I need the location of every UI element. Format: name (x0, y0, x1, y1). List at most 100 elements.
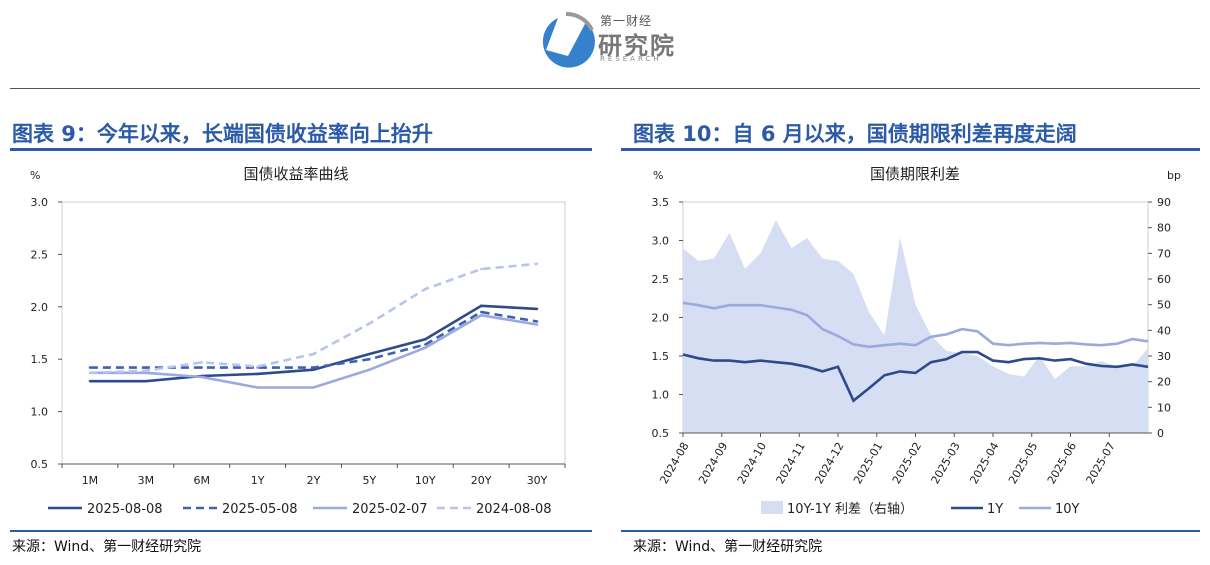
legend-label: 2025-05-08 (222, 502, 298, 517)
data-point (479, 313, 483, 317)
y-right-tick-label: 10 (1157, 401, 1171, 414)
figure-left-source: 来源：Wind、第一财经研究院 (12, 539, 202, 555)
data-point (424, 343, 427, 346)
y-left-tick-label: 1.5 (652, 350, 670, 363)
x-tick-label: 5Y (363, 474, 377, 487)
figure-right-source-rule (621, 530, 1200, 532)
x-tick-label: 2025-03 (929, 440, 963, 486)
y-right-tick-label: 90 (1157, 196, 1171, 209)
data-point (256, 365, 259, 368)
y-tick-label: 0.5 (31, 458, 49, 471)
y-tick-label: 1.0 (31, 406, 49, 419)
data-point (256, 372, 259, 376)
x-tick-label: 2024-11 (774, 440, 808, 486)
data-point (368, 358, 371, 361)
logo-emblem-icon (542, 18, 595, 68)
y-axis-label-right: bp (1167, 169, 1181, 182)
data-point (200, 375, 203, 379)
logo-name-sub: RESEARCH (600, 55, 662, 63)
y-left-tick-label: 2.5 (652, 273, 670, 286)
logo (542, 11, 595, 68)
y-left-tick-label: 3.5 (652, 196, 670, 209)
y-axis-label: % (30, 169, 40, 182)
data-point (479, 267, 483, 271)
data-point (88, 366, 92, 369)
series-line-2024-08-08 (89, 262, 538, 375)
legend-label: 10Y (1055, 502, 1080, 517)
data-point (200, 366, 203, 369)
data-point (368, 368, 371, 371)
figure-left-source-rule (10, 530, 592, 532)
x-tick-label: 3M (138, 474, 155, 487)
data-point (312, 352, 315, 356)
x-tick-label: 2024-10 (735, 440, 769, 486)
data-point (312, 368, 315, 371)
x-tick-label: 2025-05 (1006, 440, 1040, 486)
x-tick-label: 2025-04 (967, 440, 1001, 486)
data-point (479, 310, 483, 314)
x-tick-label: 2024-12 (812, 440, 846, 486)
y-left-tick-label: 0.5 (652, 427, 670, 440)
y-right-tick-label: 70 (1157, 247, 1171, 260)
legend-label: 1Y (987, 502, 1003, 517)
y-left-tick-label: 1.0 (652, 389, 670, 402)
x-tick-label: 20Y (471, 474, 492, 487)
logo-name-main: 研究院 (598, 32, 676, 60)
x-tick-label: 6M (193, 474, 210, 487)
figure-right-title-rule (621, 148, 1200, 151)
x-tick-label: 2025-06 (1045, 440, 1079, 486)
series-line-2025-02-07 (89, 313, 538, 389)
data-point (535, 307, 539, 311)
data-point (144, 371, 148, 375)
data-point (312, 366, 315, 369)
figure-left-title: 图表 9：今年以来，长端国债收益率向上抬升 (12, 122, 433, 146)
yield-curve-chart: 国债收益率曲线 % 0.5 1.0 1.5 2.0 2.5 3.0 1M 3M 6M 1Y 2Y 5Y… (30, 165, 566, 517)
series-line-1Y (682, 350, 1149, 403)
x-tick-label: 2025-01 (851, 440, 885, 486)
legend-swatch (761, 501, 783, 514)
x-tick-label: 2024-08 (657, 440, 691, 486)
spread-area (683, 220, 1148, 433)
legend-label: 10Y-1Y 利差（右轴） (787, 502, 913, 517)
data-point (479, 304, 483, 307)
plot-area-frame (61, 201, 566, 465)
data-point (368, 322, 371, 325)
logo-name-small: 第一财经 (600, 14, 653, 28)
y-axis-label-left: % (653, 169, 663, 182)
y-right-tick-label: 40 (1157, 324, 1171, 337)
data-point (535, 320, 539, 323)
term-spread-chart: 国债期限利差 % bp 0.5 1.0 1.5 2.0 2.5 3.0 3.5 0 10 20 30… (652, 165, 1181, 517)
legend-label: 2025-02-07 (352, 502, 428, 517)
header-divider (10, 88, 1200, 89)
legend-label: 2024-08-08 (476, 502, 552, 517)
data-point (144, 369, 148, 372)
legend-label: 2025-08-08 (87, 502, 163, 517)
data-point (424, 338, 427, 341)
x-tick-label: 2025-07 (1084, 440, 1118, 486)
data-point (256, 386, 259, 389)
data-point (424, 346, 427, 349)
data-point (312, 386, 315, 389)
y-right-tick-label: 20 (1157, 376, 1171, 389)
x-tick-label: 1Y (251, 474, 265, 487)
y-left-tick-label: 2.0 (652, 312, 670, 325)
chart-title: 国债收益率曲线 (243, 165, 348, 183)
y-right-tick-label: 80 (1157, 222, 1171, 235)
figure-left-title-rule (10, 148, 592, 151)
series-line-10Y (682, 301, 1149, 349)
data-point (144, 366, 148, 369)
figure-right-title: 图表 10：自 6 月以来，国债期限利差再度走阔 (633, 122, 1077, 146)
data-point (424, 287, 427, 291)
y-left-tick-label: 3.0 (652, 235, 670, 248)
x-tick-label: 2025-02 (890, 440, 924, 486)
data-point (535, 262, 539, 266)
data-point (200, 361, 203, 364)
y-right-tick-label: 60 (1157, 273, 1171, 286)
y-tick-label: 2.0 (31, 301, 49, 314)
y-tick-label: 2.5 (31, 248, 49, 261)
y-right-tick-label: 0 (1157, 427, 1164, 440)
data-point (88, 371, 92, 375)
y-tick-label: 3.0 (31, 196, 49, 209)
data-point (144, 380, 148, 383)
x-tick-label: 10Y (415, 474, 436, 487)
